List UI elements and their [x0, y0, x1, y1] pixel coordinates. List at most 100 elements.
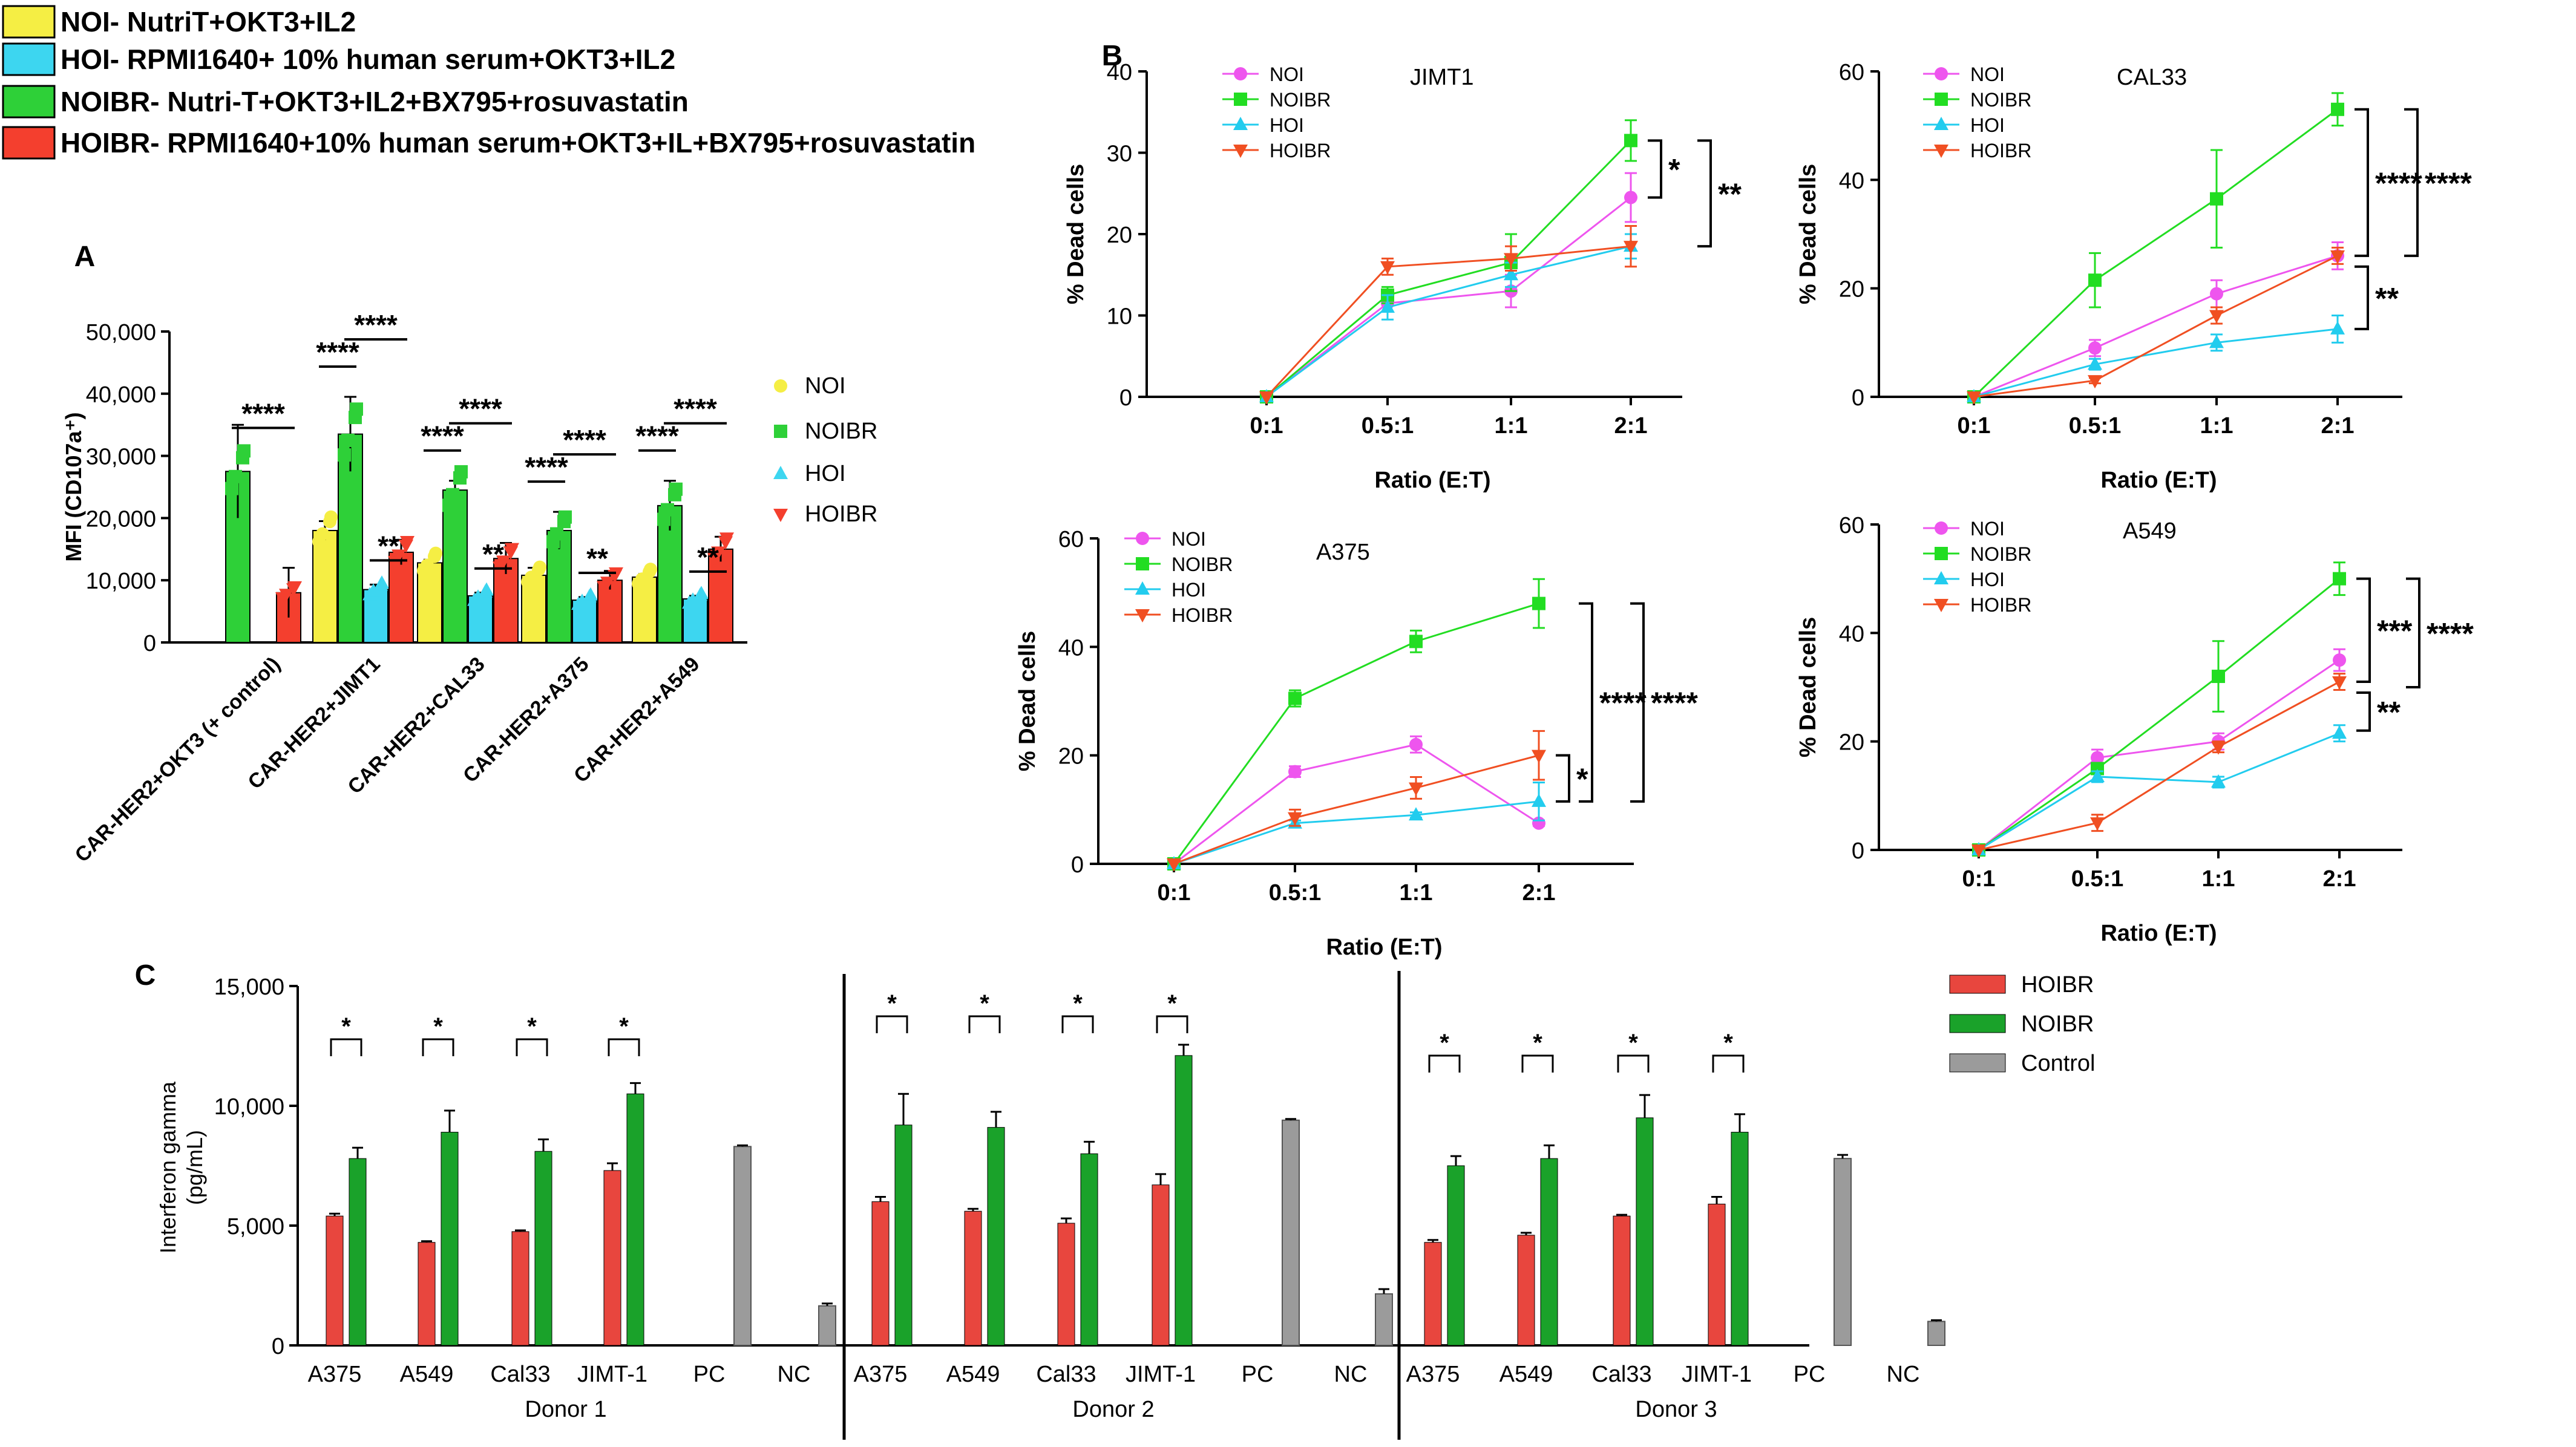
- point-b-jimt1-hoibr: [1380, 261, 1395, 275]
- bar-c-noibr: [1636, 1117, 1654, 1346]
- bar-c-noibr: [1080, 1153, 1098, 1346]
- series-line-b-cal33-hoi: [1973, 328, 2338, 398]
- sig-label-b-cal33: **: [2375, 281, 2399, 315]
- point-b-a375-noibr: [1288, 691, 1302, 705]
- xtick-label-b-a375: 0:1: [1158, 880, 1191, 906]
- group-label-c: PC: [1794, 1362, 1826, 1387]
- tick-label-b-a549: 40: [1839, 621, 1864, 647]
- group-label-c: NC: [778, 1362, 811, 1387]
- axis-title-c: Interferon gamma(pg/mL): [156, 1081, 207, 1253]
- sig-bracket-c: [1521, 1054, 1554, 1073]
- sig-label-a: ****: [354, 309, 398, 341]
- legend-label-hoibr: HOIBR- RPMI1640+10% human serum+OKT3+IL+…: [61, 127, 975, 158]
- axis-title-c-line: (pg/mL): [182, 1130, 207, 1205]
- legend-swatch-hoibr: [2, 126, 56, 160]
- sig-label-c: *: [341, 1013, 351, 1040]
- legend-swatch-c-control: [1949, 1053, 2006, 1073]
- point-a: [421, 558, 434, 572]
- point-a: [350, 402, 363, 416]
- axis-title-b-jimt1-x: Ratio (E:T): [1374, 468, 1490, 493]
- axis-title-b-cal33-x: Ratio (E:T): [2100, 468, 2217, 493]
- legend-text-c-control: Control: [2021, 1051, 2096, 1076]
- point-b-a549-hoi: [2211, 774, 2226, 788]
- legend-text-b-jimt1-hoi: HOI: [1270, 114, 1304, 136]
- point-a: [392, 549, 406, 563]
- point-b-cal33-noi: [2210, 287, 2223, 301]
- tick-label-b-a375: 60: [1058, 527, 1084, 552]
- chart-title-b-cal33: CAL33: [2117, 65, 2187, 90]
- sig-bracket-b-jimt1: [1648, 139, 1662, 199]
- series-line-b-a549-hoi: [1978, 732, 2340, 851]
- legend-marker-b-a549-noi: [1935, 521, 1948, 535]
- bar-c-control: [1834, 1158, 1852, 1346]
- point-b-cal33-noi: [2088, 341, 2102, 355]
- point-b-a549-noi: [2091, 751, 2104, 765]
- xtick-label-b-jimt1: 1:1: [1495, 413, 1528, 439]
- tick-label-b-jimt1: 40: [1107, 60, 1132, 85]
- point-b-a549-hoibr: [2211, 741, 2226, 755]
- sig-bracket-c: [330, 1038, 362, 1056]
- bar-c-noibr: [1175, 1055, 1193, 1346]
- tick-label-b-cal33: 40: [1839, 168, 1864, 194]
- legend-text-a-noibr: NOIBR: [805, 419, 877, 444]
- xtick-label-b-a549: 2:1: [2323, 866, 2356, 892]
- sig-label-a: ****: [673, 393, 717, 425]
- point-b-a375-noibr: [1532, 596, 1545, 610]
- sig-bracket-b-cal33: [2355, 265, 2369, 330]
- group-label-c: Cal33: [1591, 1362, 1651, 1387]
- point-a: [496, 555, 511, 569]
- point-b-cal33-noibr: [2210, 192, 2223, 206]
- legend-text-b-cal33-hoi: HOI: [1970, 114, 2005, 136]
- point-a: [446, 488, 459, 501]
- sig-label-a: **: [697, 541, 719, 573]
- bar-a-hoibr: [708, 548, 733, 643]
- legend-marker-b-a375-hoi: [1135, 581, 1150, 595]
- point-a: [583, 587, 598, 601]
- bar-c-hoibr: [1057, 1223, 1075, 1346]
- point-a: [686, 592, 700, 606]
- series-line-b-cal33-hoibr: [1973, 255, 2338, 398]
- series-line-b-jimt1-hoi: [1266, 245, 1631, 398]
- tick-label-b-jimt1: 30: [1107, 142, 1132, 167]
- sig-label-a: ****: [459, 393, 502, 425]
- xtick-label-b-cal33: 0:1: [1958, 413, 1991, 439]
- bar-c-noibr: [1731, 1132, 1749, 1346]
- series-line-b-a549-hoibr: [1978, 681, 2340, 851]
- bar-c-hoibr: [1152, 1184, 1170, 1346]
- point-a: [454, 465, 468, 479]
- xtick-label-b-a549: 0.5:1: [2071, 866, 2124, 892]
- group-label-c: JIMT-1: [1126, 1362, 1196, 1387]
- sig-label-c: *: [619, 1013, 629, 1040]
- sig-bracket-c: [1712, 1054, 1745, 1073]
- axis-title-a: MFI (CD107a⁺): [61, 412, 86, 561]
- sig-bracket-c: [1617, 1054, 1650, 1073]
- axis-title-b-cal33-y: % Dead cells: [1795, 164, 1821, 304]
- legend-marker-b-jimt1-hoibr: [1233, 145, 1248, 158]
- group-label-c: JIMT-1: [577, 1362, 647, 1387]
- sig-label-b-a549: **: [2377, 695, 2401, 729]
- point-a: [505, 543, 519, 557]
- legend-text-b-a375-hoi: HOI: [1172, 579, 1206, 601]
- legend-text-b-a549-noi: NOI: [1970, 518, 2005, 540]
- sig-label-b-a375: *: [1576, 762, 1588, 796]
- bar-c-hoibr: [964, 1210, 982, 1346]
- tick-label-b-jimt1: 10: [1107, 304, 1132, 330]
- sig-label-a: ****: [525, 451, 568, 483]
- point-b-a375-hoibr: [1167, 858, 1181, 872]
- sig-label-c: *: [1073, 990, 1083, 1017]
- point-b-a375-noi: [1288, 765, 1302, 779]
- point-b-jimt1-hoibr: [1504, 253, 1518, 267]
- point-b-cal33-hoibr: [2209, 310, 2224, 324]
- sig-bracket-b-a375: [1556, 754, 1570, 803]
- legend-text-c-hoibr: HOIBR: [2021, 972, 2094, 998]
- legend-marker-a-hoi: [773, 466, 788, 479]
- panel-label-c: C: [135, 959, 156, 991]
- legend-marker-b-a549-hoi: [1934, 571, 1948, 584]
- sig-label-c: *: [1167, 990, 1177, 1017]
- legend-label-noibr: NOIBR- Nutri-T+OKT3+IL2+BX795+rosuvastat…: [61, 86, 689, 117]
- tick-label-b-jimt1: 20: [1107, 223, 1132, 248]
- point-a: [287, 581, 302, 595]
- point-b-jimt1-noi: [1624, 191, 1637, 204]
- point-b-a549-hoibr: [1971, 844, 1986, 858]
- sig-label-c: *: [1533, 1030, 1542, 1056]
